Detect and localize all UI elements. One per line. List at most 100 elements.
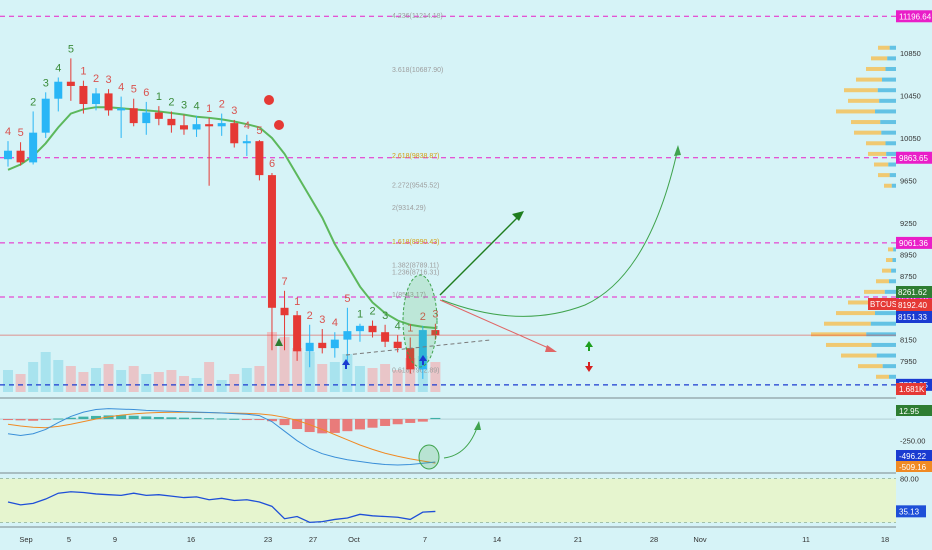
volume-bar-3 bbox=[40, 352, 51, 392]
sequence-count-8: 3 bbox=[106, 74, 112, 86]
price-tag-text-1: BTCUSD bbox=[870, 300, 903, 309]
price-axis[interactable]: 10850 10450 10050 9650 9250 8950 8750 8150 7950 1… bbox=[868, 0, 932, 550]
volume-profile-bar-23 bbox=[826, 342, 872, 347]
macd-tag-0 bbox=[896, 405, 932, 416]
sequence-count-31: 4 bbox=[395, 320, 401, 332]
candle-body-22 bbox=[280, 307, 289, 316]
volume-profile-bar-blue-9 bbox=[885, 141, 896, 146]
macd-histogram-bar-5 bbox=[65, 417, 76, 420]
macd-cross-circle bbox=[418, 444, 440, 470]
price-tag-2 bbox=[896, 299, 932, 311]
volume-bar-21 bbox=[266, 332, 277, 392]
volume-profile-bar-5 bbox=[848, 98, 880, 103]
volume-profile-bar-blue-22 bbox=[866, 332, 896, 337]
macd-histogram-bar-22 bbox=[279, 419, 290, 426]
buy-signal-arrow-stem-2 bbox=[422, 361, 424, 365]
date-axis[interactable]: Sep 5 9 16 23 27 Oct 7 14 21 28 Nov 11 18 bbox=[19, 535, 889, 544]
volume-bar-2 bbox=[28, 362, 39, 392]
sell-setup-marker-icon-1 bbox=[264, 95, 274, 105]
price-pane[interactable]: 4.236(11214.18) 3.618(10687.90) 2.618(9838… bbox=[0, 13, 896, 392]
sequence-count-25: 3 bbox=[319, 314, 325, 326]
projection-arrow-up bbox=[439, 214, 521, 296]
level-tag-text-2: 9061.36 bbox=[899, 239, 928, 248]
volume-tag bbox=[896, 383, 926, 395]
volume-profile-bar-0 bbox=[878, 45, 890, 50]
date-tick-12: 11 bbox=[802, 535, 810, 544]
macd-histogram-bar-17 bbox=[216, 418, 227, 420]
date-tick-7: 7 bbox=[423, 535, 427, 544]
macd-histogram-bar-16 bbox=[204, 418, 215, 420]
macd-histogram-bar-2 bbox=[28, 419, 39, 421]
price-tag-text-2: 8192.40 bbox=[898, 301, 927, 310]
volume-profile-bar-blue-2 bbox=[885, 66, 896, 71]
volume-profile-bar-24 bbox=[841, 353, 877, 358]
candle-body-29 bbox=[368, 325, 377, 333]
level-tag-text-0: 11196.64 bbox=[899, 12, 932, 21]
support-trendline bbox=[345, 339, 491, 356]
macd-tag-text-2: -509.16 bbox=[899, 463, 927, 472]
candle-body-9 bbox=[117, 108, 126, 111]
candle-body-14 bbox=[179, 125, 188, 130]
fib-label-5: 1.618(8990.43) bbox=[392, 239, 439, 246]
macd-histogram-bar-15 bbox=[191, 417, 202, 420]
macd-histogram-bar-31 bbox=[392, 419, 403, 425]
volume-profile-bar-blue-25 bbox=[882, 364, 896, 369]
date-tick-10: 28 bbox=[650, 535, 658, 544]
volume-bar-12 bbox=[153, 372, 164, 392]
date-tick-8: 14 bbox=[493, 535, 501, 544]
price-tag-0 bbox=[896, 286, 932, 298]
macd-histogram-bar-18 bbox=[229, 418, 240, 420]
volume-bar-24 bbox=[304, 352, 315, 392]
candle-body-24 bbox=[305, 342, 314, 352]
volume-profile-bar-3 bbox=[856, 77, 882, 82]
candle-body-7 bbox=[91, 93, 100, 105]
macd-histogram-bar-6 bbox=[78, 416, 89, 420]
volume-profile-bar-blue-7 bbox=[880, 120, 896, 125]
sequence-count-22: 7 bbox=[282, 276, 288, 288]
fib-label-0: 4.236(11214.18) bbox=[392, 13, 443, 20]
macd-histogram-bar-28 bbox=[354, 419, 365, 430]
candle-body-18 bbox=[230, 123, 239, 144]
fib-label-4: 2(9314.29) bbox=[392, 205, 426, 212]
rsi-pane[interactable] bbox=[0, 478, 896, 524]
volume-profile-bar-1 bbox=[871, 56, 888, 61]
sequence-count-28: 1 bbox=[357, 309, 363, 321]
volume-profile-bar-17 bbox=[876, 279, 889, 284]
macd-histogram-bar-34 bbox=[430, 417, 441, 420]
price-tag-3 bbox=[896, 311, 932, 323]
macd-pane[interactable] bbox=[0, 408, 896, 466]
volume-profile-bar-21 bbox=[824, 321, 871, 326]
legend-up-arrow-stem bbox=[588, 347, 590, 351]
sequence-count-19: 4 bbox=[244, 120, 250, 132]
volume-profile-bar-blue-17 bbox=[889, 279, 896, 284]
sequence-count-11: 6 bbox=[143, 87, 149, 99]
buy-signal-arrow-icon-2 bbox=[419, 355, 427, 361]
level-tag-0 bbox=[896, 10, 932, 23]
sequence-count-33: 2 bbox=[420, 311, 426, 323]
candle-body-16 bbox=[205, 124, 214, 127]
volume-bar-7 bbox=[90, 368, 101, 392]
volume-profile-bar-blue-12 bbox=[889, 173, 896, 178]
volume-bar-20 bbox=[254, 366, 265, 392]
candle-body-5 bbox=[66, 81, 75, 86]
volume-profile-bar-6 bbox=[836, 109, 875, 114]
price-tick-7: 8150 bbox=[900, 336, 917, 345]
candle-body-6 bbox=[79, 85, 88, 105]
sequence-count-20: 5 bbox=[256, 125, 262, 137]
fib-label-3: 2.272(9545.52) bbox=[392, 183, 439, 190]
legend-down-arrow-stem bbox=[588, 362, 590, 366]
volume-profile-bar-9 bbox=[866, 141, 886, 146]
sell-setup-marker-icon-2 bbox=[274, 120, 284, 130]
candle-body-19 bbox=[242, 141, 251, 144]
macd-axis-label-0: -250.00 bbox=[900, 437, 925, 446]
price-tick-1: 10450 bbox=[900, 92, 921, 101]
price-tick-5: 8950 bbox=[900, 251, 917, 260]
candle-body-27 bbox=[343, 331, 352, 340]
macd-histogram-bar-0 bbox=[3, 419, 13, 421]
volume-bar-9 bbox=[116, 370, 127, 392]
date-tick-1: 5 bbox=[67, 535, 71, 544]
candle-body-11 bbox=[142, 112, 151, 124]
macd-tag-text-0: 12.95 bbox=[899, 407, 920, 416]
